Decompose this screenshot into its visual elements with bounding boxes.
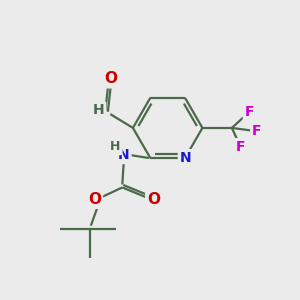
Text: O: O [88,192,101,207]
Text: N: N [118,148,130,162]
Text: O: O [104,71,117,86]
Text: O: O [147,192,160,207]
Text: F: F [245,105,254,119]
Text: H: H [110,140,121,153]
Text: F: F [252,124,262,138]
Text: N: N [180,151,191,165]
Text: H: H [93,103,104,117]
Text: F: F [236,140,245,154]
